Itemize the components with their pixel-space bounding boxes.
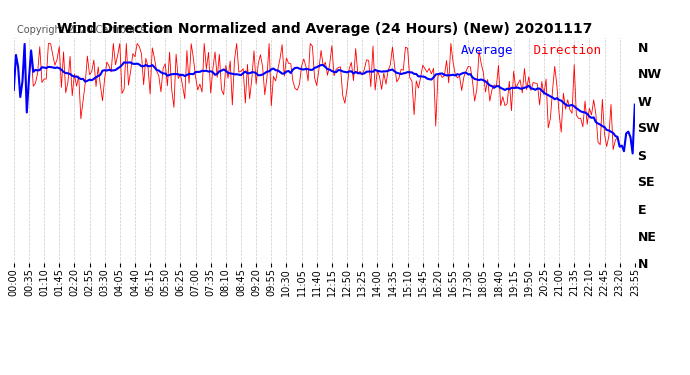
Text: Average: Average (461, 44, 513, 57)
Title: Wind Direction Normalized and Average (24 Hours) (New) 20201117: Wind Direction Normalized and Average (2… (57, 22, 592, 36)
Text: Direction: Direction (526, 44, 601, 57)
Text: Copyright 2020 Cartronics.com: Copyright 2020 Cartronics.com (17, 25, 169, 35)
